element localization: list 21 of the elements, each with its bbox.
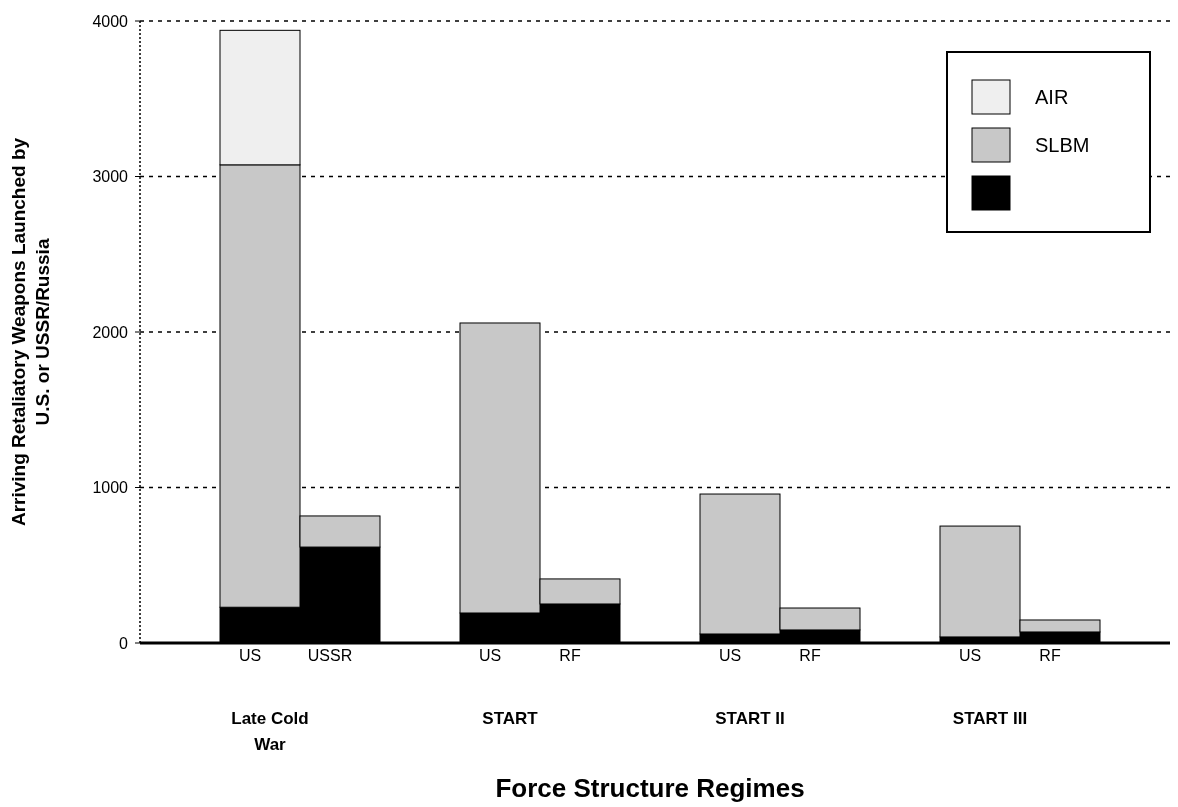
x-tick-label: US: [718, 647, 742, 664]
legend-label: SLBM: [1035, 134, 1090, 156]
text: START III: [952, 709, 1028, 728]
x-tick-label: US: [238, 647, 262, 664]
y-tick-label: 1000: [92, 479, 129, 497]
x-tick-label: USSR: [307, 647, 353, 664]
y-axis-title: Arriving Retaliatory Weapons Launched by U.S. or USSR/Russia: [8, 137, 53, 527]
x-tick-label: RF: [559, 647, 581, 664]
text: START II: [715, 709, 785, 728]
x-tick-label: RF: [799, 647, 821, 664]
legend-label: AIR: [1035, 86, 1069, 108]
x-tick-label: RF: [1039, 647, 1061, 664]
text: START: [482, 709, 539, 728]
y-tick-label: 3000: [92, 168, 129, 186]
x-axis-title: Force Structure Regimes: [495, 773, 805, 803]
x-tick-label: US: [958, 647, 982, 664]
y-tick-label: 2000: [92, 323, 129, 341]
y-tick-label: 0: [119, 634, 129, 652]
y-tick-label: 4000: [92, 12, 129, 30]
x-tick-label: US: [478, 647, 502, 664]
text: Late Cold War: [231, 709, 309, 754]
